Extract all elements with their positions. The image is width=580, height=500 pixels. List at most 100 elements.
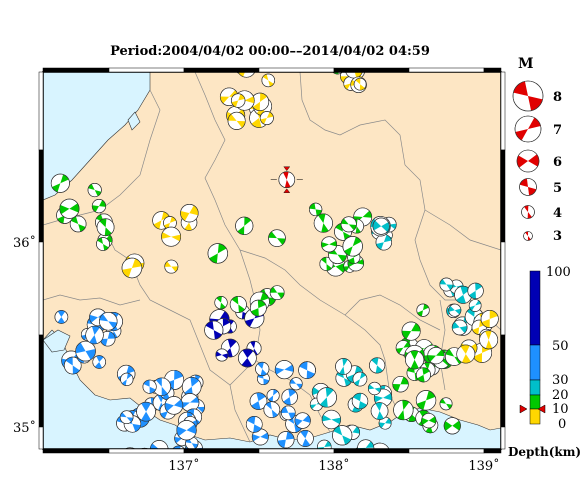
earthquake-mechanism bbox=[75, 340, 96, 362]
frame-bar-left bbox=[38, 426, 44, 450]
earthquake-mechanism bbox=[439, 397, 453, 411]
earthquake-mechanism bbox=[378, 416, 392, 430]
earthquake-mechanism bbox=[280, 405, 296, 421]
mag-label-5: 5 bbox=[553, 181, 562, 196]
earthquake-mechanism bbox=[54, 310, 69, 324]
earthquake-mechanism bbox=[263, 401, 281, 418]
magnitude-legend-ball bbox=[512, 80, 544, 112]
earthquake-mechanism bbox=[286, 1, 303, 18]
earthquake-mechanism bbox=[313, 213, 333, 233]
earthquake-mechanism bbox=[96, 218, 115, 237]
earthquake-mechanism bbox=[353, 77, 367, 91]
earthquake-mechanism bbox=[296, 429, 314, 447]
magnitude-legend-title: M bbox=[518, 56, 534, 72]
frame-bar-top bbox=[333, 67, 410, 73]
earthquake-mechanism bbox=[298, 361, 316, 380]
frame-bar-top bbox=[108, 67, 185, 73]
earthquake-mechanism bbox=[87, 182, 102, 198]
sea-bay bbox=[127, 111, 141, 131]
earthquake-mechanism bbox=[63, 356, 82, 375]
earthquake-mechanism bbox=[245, 416, 263, 433]
mag-label-3: 3 bbox=[553, 229, 562, 244]
earthquake-mechanism bbox=[172, 445, 185, 449]
earthquake-mechanism bbox=[440, 0, 455, 4]
earthquake-mechanism bbox=[480, 309, 499, 328]
frame-bar-right bbox=[500, 241, 506, 336]
earthquake-mechanism bbox=[161, 226, 182, 247]
depth-tick-30: 30 bbox=[552, 373, 569, 388]
earthquake-mechanism bbox=[230, 93, 246, 108]
earthquake-mechanism bbox=[281, 388, 298, 406]
frame-bar-right bbox=[500, 334, 506, 428]
earthquake-mechanism bbox=[227, 111, 246, 130]
depth-tick-50: 50 bbox=[552, 339, 569, 354]
frame-bar-left bbox=[38, 149, 44, 243]
earthquake-mechanism bbox=[181, 376, 202, 397]
earthquake-mechanism bbox=[416, 8, 434, 26]
earthquake-mechanism bbox=[164, 396, 184, 415]
frame-bar-left bbox=[38, 334, 44, 428]
earthquake-mechanism bbox=[427, 346, 445, 365]
earthquake-mechanism bbox=[308, 202, 323, 217]
earthquake-mechanism bbox=[180, 393, 200, 412]
depth-tick-0: 0 bbox=[558, 417, 566, 432]
earthquake-mechanism bbox=[136, 401, 156, 422]
earthquake-mechanism bbox=[121, 454, 138, 471]
earthquake-mechanism bbox=[214, 296, 228, 310]
earthquake-mechanism bbox=[357, 439, 375, 449]
earthquake-mechanism bbox=[268, 229, 286, 247]
mag-label-4: 4 bbox=[553, 206, 562, 221]
earthquake-mechanism bbox=[250, 92, 270, 111]
earthquake-mechanism bbox=[454, 285, 473, 304]
earthquake-mechanism bbox=[467, 282, 484, 300]
earthquake-mechanism bbox=[211, 18, 228, 35]
earthquake-mechanism bbox=[249, 299, 267, 317]
frame-bar-bottom bbox=[408, 448, 485, 454]
earthquake-mechanism bbox=[331, 55, 343, 67]
earthquake-mechanism bbox=[416, 303, 430, 317]
earthquake-mechanism bbox=[192, 0, 210, 9]
earthquake-mechanism bbox=[479, 330, 499, 350]
frame-bar-left bbox=[38, 241, 44, 336]
mag-label-8: 8 bbox=[553, 90, 562, 105]
land-area bbox=[43, 72, 501, 449]
earthquake-mechanism bbox=[152, 377, 171, 396]
earthquake-mechanism bbox=[59, 198, 80, 219]
y-tick-35: 35˚ bbox=[13, 420, 36, 436]
earthquake-mechanism bbox=[259, 111, 274, 125]
earthquake-mechanism bbox=[120, 372, 134, 386]
earthquake-mechanism bbox=[96, 237, 110, 251]
earthquake-mechanism bbox=[142, 379, 157, 394]
depth-star-marker bbox=[519, 404, 546, 414]
x-tick-139: 139˚ bbox=[468, 458, 499, 474]
earthquake-mechanism bbox=[92, 355, 106, 369]
earthquake-mechanism bbox=[176, 420, 197, 441]
earthquake-mechanism bbox=[289, 377, 303, 391]
earthquake-mechanism bbox=[204, 320, 224, 340]
earthquake-mechanism bbox=[468, 299, 482, 312]
earthquake-mechanism bbox=[266, 389, 280, 402]
depth-tick-20: 20 bbox=[552, 388, 569, 403]
earthquake-mechanism bbox=[85, 325, 104, 345]
frame-bar-top bbox=[408, 67, 485, 73]
earthquake-mechanism bbox=[229, 295, 247, 313]
earthquake-mechanism bbox=[406, 11, 419, 24]
earthquake-mechanism bbox=[401, 321, 421, 341]
earthquake-mechanism bbox=[335, 358, 352, 375]
mainshock-mechanism bbox=[278, 171, 296, 189]
earthquake-mechanism bbox=[261, 73, 276, 88]
frame-bar-top bbox=[183, 67, 260, 73]
earthquake-mechanism bbox=[215, 348, 229, 362]
earthquake-mechanism bbox=[147, 453, 163, 469]
frame-bar-top bbox=[483, 67, 502, 73]
earthquake-mechanism bbox=[207, 243, 229, 264]
earthquake-markers bbox=[50, 0, 499, 471]
earthquake-mechanism bbox=[321, 236, 338, 253]
frame-graticule bbox=[38, 67, 506, 454]
earthquake-mechanism bbox=[216, 0, 232, 9]
earthquake-mechanism bbox=[180, 203, 199, 223]
earthquake-mechanism bbox=[121, 257, 143, 279]
earthquake-mechanism bbox=[149, 440, 169, 449]
earthquake-mechanism bbox=[255, 361, 270, 377]
